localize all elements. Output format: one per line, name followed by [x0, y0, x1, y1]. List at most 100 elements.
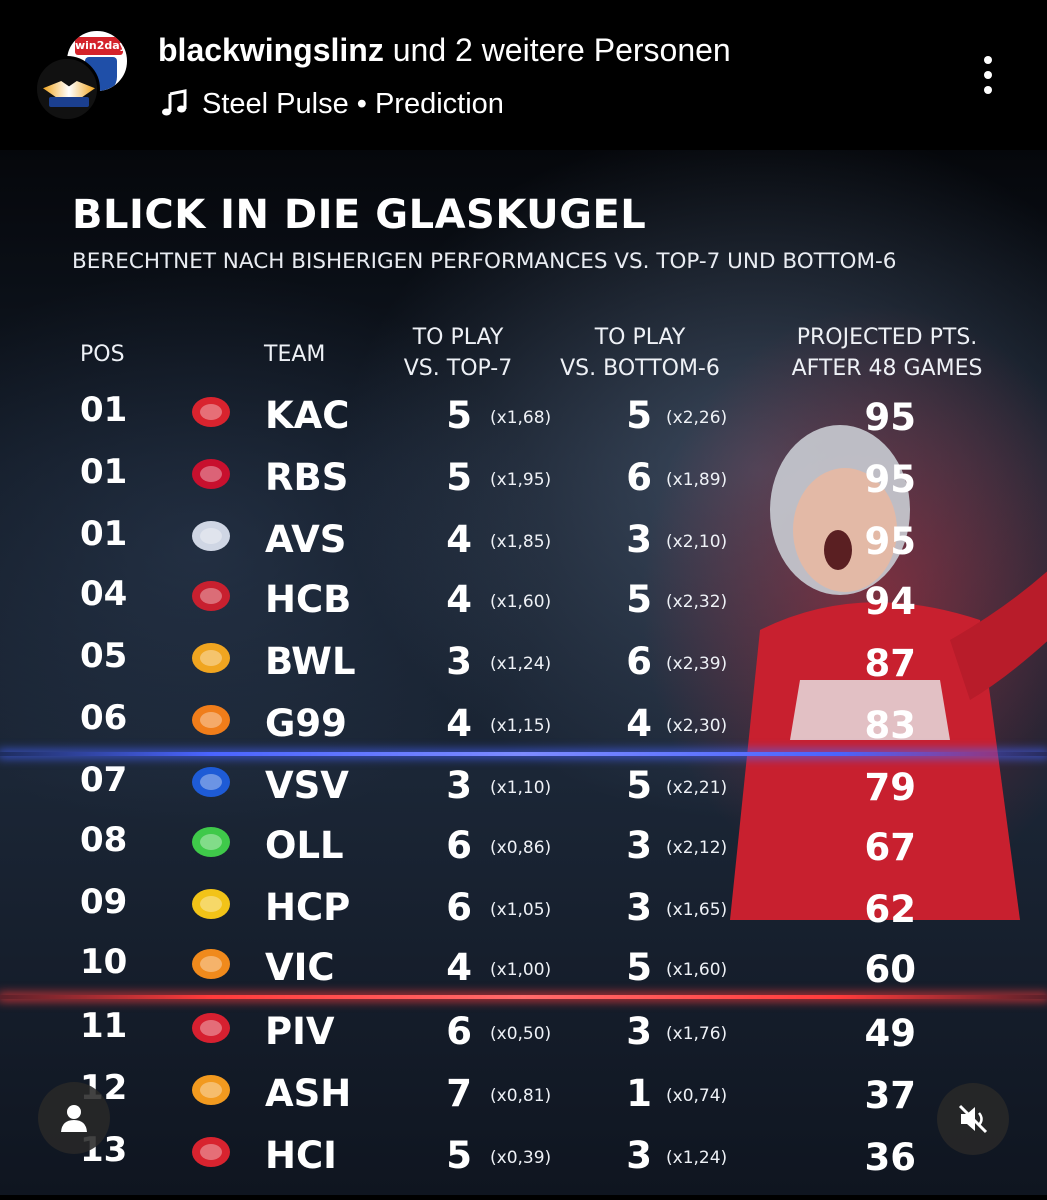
team-code: BWL: [265, 640, 356, 683]
position: 01: [80, 390, 128, 430]
multiplier-bottom6: (x2,39): [666, 654, 728, 674]
music-track[interactable]: Steel Pulse • Prediction: [202, 87, 504, 120]
logo-banner: [49, 97, 89, 107]
author-username[interactable]: blackwingslinz: [158, 32, 384, 68]
multiplier-bottom6: (x2,26): [666, 408, 728, 428]
position: 05: [80, 636, 128, 676]
team-logo-icon: [192, 581, 230, 611]
table-row: 04 HCB 4 (x1,60) 5 (x2,32) 94: [0, 574, 1047, 634]
tagged-people-button[interactable]: [38, 1082, 110, 1154]
win2day-logo: win2day: [75, 37, 127, 55]
games-vs-top7: 5: [446, 394, 472, 437]
table-row: 01 KAC 5 (x1,68) 5 (x2,26) 95: [0, 390, 1047, 450]
games-vs-bottom6: 6: [626, 456, 652, 499]
table-row: 06 G99 4 (x1,15) 4 (x2,30) 83: [0, 698, 1047, 758]
avatar-blackwingslinz[interactable]: [34, 56, 100, 122]
collab-avatars[interactable]: win2day: [34, 28, 134, 128]
projected-points: 60: [864, 948, 917, 991]
games-vs-bottom6: 3: [626, 1010, 652, 1053]
team-code: PIV: [265, 1010, 335, 1053]
games-vs-top7: 4: [446, 702, 472, 745]
projected-points: 83: [864, 704, 917, 747]
table-row: 13 HCI 5 (x0,39) 3 (x1,24) 36: [0, 1130, 1047, 1190]
table-row: 11 PIV 6 (x0,50) 3 (x1,76) 49: [0, 1006, 1047, 1066]
multiplier-top7: (x1,24): [490, 654, 552, 674]
position: 10: [80, 942, 128, 982]
header-bottom6-line1: TO PLAY: [594, 325, 686, 350]
multiplier-top7: (x1,85): [490, 532, 552, 552]
multiplier-bottom6: (x1,24): [666, 1148, 728, 1168]
header-projected-line2: AFTER 48 GAMES: [791, 356, 983, 381]
multiplier-top7: (x0,81): [490, 1086, 552, 1106]
team-code: RBS: [265, 456, 349, 499]
games-vs-bottom6: 3: [626, 824, 652, 867]
team-code: VSV: [265, 764, 349, 807]
table-row: 12 ASH 7 (x0,81) 1 (x0,74) 37: [0, 1068, 1047, 1128]
games-vs-bottom6: 6: [626, 640, 652, 683]
team-logo-icon: [192, 767, 230, 797]
multiplier-bottom6: (x2,30): [666, 716, 728, 736]
music-attribution[interactable]: Steel Pulse • Prediction: [160, 84, 504, 124]
table-row: 09 HCP 6 (x1,05) 3 (x1,65) 62: [0, 882, 1047, 942]
mute-toggle-button[interactable]: [937, 1083, 1009, 1155]
table-row: 08 OLL 6 (x0,86) 3 (x2,12) 67: [0, 820, 1047, 880]
post-image[interactable]: BLICK IN DIE GLASKUGEL BERECHTNET NACH B…: [0, 150, 1047, 1195]
multiplier-bottom6: (x2,12): [666, 838, 728, 858]
position: 07: [80, 760, 128, 800]
multiplier-top7: (x0,50): [490, 1024, 552, 1044]
games-vs-bottom6: 3: [626, 886, 652, 929]
person-tag-icon: [61, 1105, 87, 1132]
header-bottom6: TO PLAY VS. BOTTOM-6: [545, 322, 735, 384]
multiplier-top7: (x0,86): [490, 838, 552, 858]
team-logo-icon: [192, 643, 230, 673]
post-author-line[interactable]: blackwingslinz und 2 weitere Personen: [158, 32, 731, 69]
multiplier-bottom6: (x1,60): [666, 960, 728, 980]
team-code: AVS: [265, 518, 347, 561]
team-logo-icon: [192, 949, 230, 979]
position: 01: [80, 452, 128, 492]
multiplier-bottom6: (x2,32): [666, 592, 728, 612]
multiplier-top7: (x1,15): [490, 716, 552, 736]
projected-points: 62: [864, 888, 917, 931]
team-logo-icon: [192, 397, 230, 427]
multiplier-bottom6: (x2,21): [666, 778, 728, 798]
header-pos: POS: [80, 342, 125, 367]
team-code: HCI: [265, 1134, 337, 1177]
more-dot: [984, 86, 992, 94]
team-logo-icon: [192, 1137, 230, 1167]
post-header: win2day blackwingslinz und 2 weitere Per…: [0, 0, 1047, 150]
multiplier-bottom6: (x1,65): [666, 900, 728, 920]
position: 08: [80, 820, 128, 860]
multiplier-top7: (x0,39): [490, 1148, 552, 1168]
music-note-icon: [162, 89, 187, 116]
position: 04: [80, 574, 128, 614]
multiplier-top7: (x1,00): [490, 960, 552, 980]
games-vs-top7: 7: [446, 1072, 472, 1115]
multiplier-bottom6: (x1,76): [666, 1024, 728, 1044]
team-logo-icon: [192, 1013, 230, 1043]
multiplier-bottom6: (x2,10): [666, 532, 728, 552]
more-options-button[interactable]: [972, 52, 1004, 102]
header-top7: TO PLAY VS. TOP-7: [388, 322, 528, 384]
collaborators-text[interactable]: und 2 weitere Personen: [383, 32, 731, 68]
multiplier-bottom6: (x0,74): [666, 1086, 728, 1106]
games-vs-top7: 5: [446, 1134, 472, 1177]
multiplier-top7: (x1,05): [490, 900, 552, 920]
team-code: HCP: [265, 886, 351, 929]
table-row: 01 AVS 4 (x1,85) 3 (x2,10) 95: [0, 514, 1047, 574]
team-code: KAC: [265, 394, 350, 437]
team-code: ASH: [265, 1072, 352, 1115]
header-projected: PROJECTED PTS. AFTER 48 GAMES: [765, 322, 1009, 384]
position: 09: [80, 882, 128, 922]
projected-points: 94: [864, 580, 917, 623]
table-row: 05 BWL 3 (x1,24) 6 (x2,39) 87: [0, 636, 1047, 696]
games-vs-bottom6: 5: [626, 578, 652, 621]
team-code: OLL: [265, 824, 344, 867]
graphic-subtitle: BERECHTNET NACH BISHERIGEN PERFORMANCES …: [72, 249, 897, 274]
more-dot: [984, 71, 992, 79]
team-logo-icon: [192, 705, 230, 735]
games-vs-top7: 6: [446, 1010, 472, 1053]
games-vs-bottom6: 1: [626, 1072, 652, 1115]
games-vs-top7: 6: [446, 824, 472, 867]
projected-points: 37: [864, 1074, 917, 1117]
